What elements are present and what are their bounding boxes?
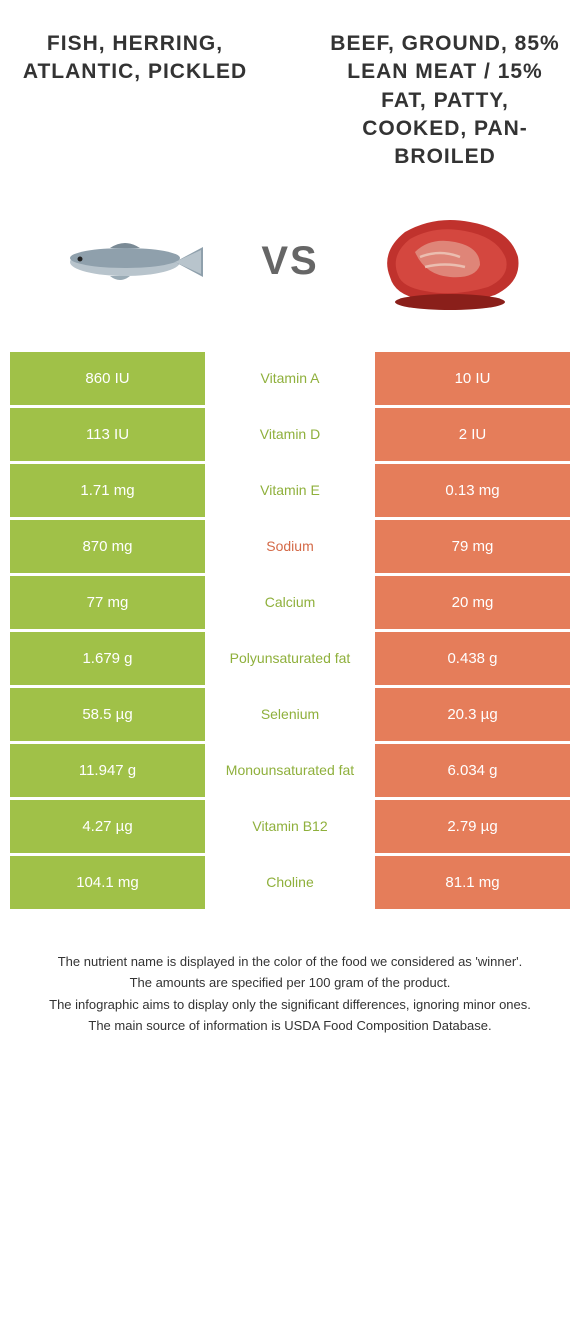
nutrient-name: Monounsaturated fat xyxy=(205,744,375,797)
left-value: 58.5 µg xyxy=(10,688,205,741)
right-value: 10 IU xyxy=(375,352,570,405)
right-value: 2 IU xyxy=(375,408,570,461)
table-row: 4.27 µgVitamin B122.79 µg xyxy=(10,800,570,853)
left-value: 870 mg xyxy=(10,520,205,573)
left-food-title: FISH, HERRING, ATLANTIC, PICKLED xyxy=(20,30,250,87)
right-value: 20 mg xyxy=(375,576,570,629)
right-value: 6.034 g xyxy=(375,744,570,797)
nutrient-name: Sodium xyxy=(205,520,375,573)
header-titles: FISH, HERRING, ATLANTIC, PICKLED BEEF, G… xyxy=(0,0,580,182)
right-value: 2.79 µg xyxy=(375,800,570,853)
right-value: 20.3 µg xyxy=(375,688,570,741)
table-row: 1.71 mgVitamin E0.13 mg xyxy=(10,464,570,517)
footnotes: The nutrient name is displayed in the co… xyxy=(0,912,580,1058)
right-food-title: BEEF, GROUND, 85% LEAN MEAT / 15% FAT, P… xyxy=(330,30,560,172)
left-food-image xyxy=(10,202,250,322)
left-value: 1.679 g xyxy=(10,632,205,685)
left-value: 104.1 mg xyxy=(10,856,205,909)
right-value: 81.1 mg xyxy=(375,856,570,909)
nutrient-name: Polyunsaturated fat xyxy=(205,632,375,685)
footnote-line: The main source of information is USDA F… xyxy=(30,1016,550,1036)
right-food-image xyxy=(330,202,570,322)
left-value: 1.71 mg xyxy=(10,464,205,517)
table-row: 870 mgSodium79 mg xyxy=(10,520,570,573)
left-value: 77 mg xyxy=(10,576,205,629)
table-row: 1.679 gPolyunsaturated fat0.438 g xyxy=(10,632,570,685)
left-value: 860 IU xyxy=(10,352,205,405)
nutrient-name: Vitamin D xyxy=(205,408,375,461)
table-row: 58.5 µgSelenium20.3 µg xyxy=(10,688,570,741)
nutrient-name: Vitamin B12 xyxy=(205,800,375,853)
left-value: 113 IU xyxy=(10,408,205,461)
right-value: 0.438 g xyxy=(375,632,570,685)
fish-icon xyxy=(55,232,205,292)
right-value: 0.13 mg xyxy=(375,464,570,517)
footnote-line: The infographic aims to display only the… xyxy=(30,995,550,1015)
comparison-table: 860 IUVitamin A10 IU113 IUVitamin D2 IU1… xyxy=(0,352,580,909)
left-value: 11.947 g xyxy=(10,744,205,797)
table-row: 860 IUVitamin A10 IU xyxy=(10,352,570,405)
nutrient-name: Choline xyxy=(205,856,375,909)
nutrient-name: Selenium xyxy=(205,688,375,741)
footnote-line: The amounts are specified per 100 gram o… xyxy=(30,973,550,993)
image-row: VS xyxy=(0,182,580,352)
footnote-line: The nutrient name is displayed in the co… xyxy=(30,952,550,972)
left-value: 4.27 µg xyxy=(10,800,205,853)
beef-icon xyxy=(370,207,530,317)
nutrient-name: Vitamin E xyxy=(205,464,375,517)
table-row: 11.947 gMonounsaturated fat6.034 g xyxy=(10,744,570,797)
table-row: 113 IUVitamin D2 IU xyxy=(10,408,570,461)
nutrient-name: Vitamin A xyxy=(205,352,375,405)
table-row: 77 mgCalcium20 mg xyxy=(10,576,570,629)
right-value: 79 mg xyxy=(375,520,570,573)
vs-label: VS xyxy=(250,239,330,284)
nutrient-name: Calcium xyxy=(205,576,375,629)
table-row: 104.1 mgCholine81.1 mg xyxy=(10,856,570,909)
